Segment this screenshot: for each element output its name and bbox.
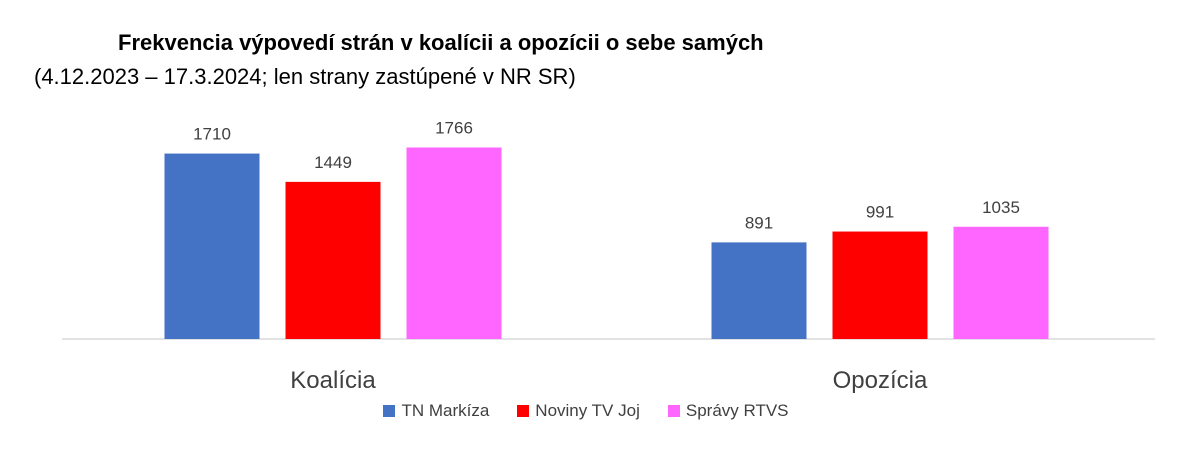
category-label-opozicia: Opozícia: [833, 367, 928, 394]
bar-noviny-tv-joj-opozicia: [832, 231, 928, 339]
legend-swatch-spravy-rtvs: [667, 405, 680, 417]
value-label-noviny-tv-joj-opozicia: 991: [866, 203, 894, 222]
chart-subtitle: (4.12.2023 – 17.3.2024; len strany zastú…: [34, 64, 576, 89]
value-label-spravy-rtvs-koalicia: 1766: [435, 119, 473, 138]
bar-spravy-rtvs-koalicia: [406, 147, 502, 339]
value-label-noviny-tv-joj-koalicia: 1449: [314, 153, 352, 172]
legend-label-noviny-tv-joj: Noviny TV Joj: [535, 401, 640, 420]
legend-swatch-noviny-tv-joj: [517, 405, 530, 417]
category-label-koalicia: Koalícia: [290, 367, 376, 394]
legend-label-spravy-rtvs: Správy RTVS: [685, 401, 789, 420]
bar-tn-markiza-koalicia: [164, 153, 260, 339]
chart-legend: TN Markíza Noviny TV Joj Správy RTVS: [0, 401, 1186, 421]
legend-item-tn-markiza: TN Markíza: [383, 401, 489, 421]
legend-swatch-tn-markiza: [383, 405, 396, 417]
chart-title: Frekvencia výpovedí strán v koalícii a o…: [118, 30, 764, 55]
legend-label-tn-markiza: TN Markíza: [401, 401, 490, 420]
value-label-spravy-rtvs-opozicia: 1035: [982, 198, 1020, 217]
bar-noviny-tv-joj-koalicia: [285, 181, 381, 339]
bar-spravy-rtvs-opozicia: [953, 226, 1049, 339]
value-label-tn-markiza-opozicia: 891: [745, 213, 773, 232]
legend-item-noviny-tv-joj: Noviny TV Joj: [517, 401, 640, 421]
bar-tn-markiza-opozicia: [711, 242, 807, 339]
value-label-tn-markiza-koalicia: 1710: [193, 125, 231, 144]
legend-item-spravy-rtvs: Správy RTVS: [667, 401, 789, 421]
